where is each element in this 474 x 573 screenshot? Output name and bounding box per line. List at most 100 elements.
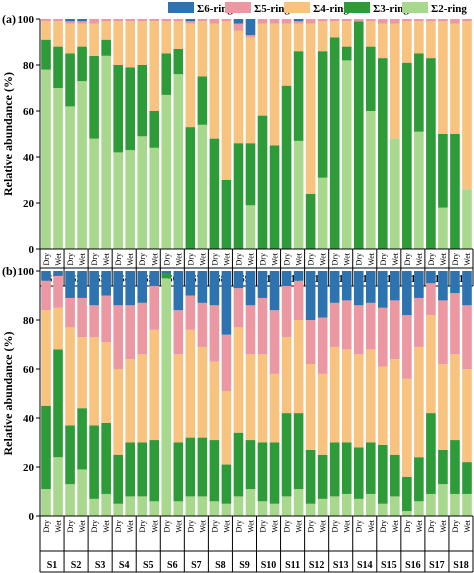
condition-label: Dry — [379, 520, 388, 532]
bar-segment — [462, 21, 472, 190]
site-label: S9 — [239, 274, 250, 285]
bar-segment — [197, 496, 208, 516]
bar-segment — [221, 271, 232, 335]
bar-segment — [414, 19, 424, 22]
bar-segment — [209, 271, 220, 306]
bar-segment — [137, 354, 148, 443]
bar-segment — [269, 23, 280, 146]
condition-label: Wet — [367, 252, 376, 265]
condition-label: Wet — [271, 252, 280, 265]
bar-segment — [329, 19, 340, 22]
y-tick-label: 0 — [29, 244, 35, 256]
condition-label: Dry — [234, 253, 243, 265]
bar-segment — [197, 302, 208, 347]
bar-segment — [209, 19, 220, 24]
site-label: S11 — [285, 560, 300, 571]
site-label: S7 — [191, 274, 202, 285]
condition-label: Wet — [391, 252, 400, 265]
condition-label: Dry — [307, 253, 316, 265]
legend-swatch-r5 — [225, 2, 251, 13]
bar-segment — [426, 413, 436, 494]
bar-segment — [161, 94, 172, 250]
bar-segment — [329, 21, 340, 38]
bar-segment — [293, 280, 304, 320]
y-axis-title: Relative abundance (%) — [1, 72, 15, 196]
condition-label: Dry — [283, 520, 292, 532]
condition-label: Dry — [210, 520, 219, 532]
bar-segment — [281, 271, 292, 286]
bar-segment — [390, 138, 400, 249]
condition-label: Dry — [331, 520, 340, 532]
bar-segment — [317, 373, 328, 455]
bar-segment — [317, 21, 328, 52]
bar-segment — [365, 111, 376, 249]
bar-segment — [185, 295, 196, 330]
bar-segment — [365, 46, 376, 111]
site-label: S11 — [285, 274, 300, 285]
bar-segment — [221, 21, 232, 180]
bar-segment — [450, 23, 460, 135]
y-tick-label: 40 — [23, 413, 35, 425]
legend-swatch-r2 — [402, 2, 428, 13]
bar-segment — [329, 442, 340, 497]
bar-segment — [293, 21, 304, 24]
bar-segment — [329, 302, 340, 347]
bar-segment — [161, 273, 172, 279]
bar-segment — [402, 62, 412, 250]
site-label: S7 — [191, 560, 202, 571]
condition-label: Wet — [319, 252, 328, 265]
bar-segment — [161, 53, 172, 95]
bar-segment — [185, 496, 196, 516]
condition-label: Wet — [415, 252, 424, 265]
bar-segment — [281, 85, 292, 249]
bar-segment — [426, 19, 436, 22]
bar-segment — [197, 437, 208, 497]
bar-segment — [137, 271, 148, 303]
bar-segment — [462, 19, 472, 22]
bar-segment — [113, 454, 123, 504]
bar-segment — [305, 320, 316, 365]
bar-segment — [101, 19, 111, 22]
bar-segment — [414, 501, 424, 516]
bar-segment — [161, 21, 172, 54]
bar-segment — [113, 19, 123, 22]
bar-segment — [341, 46, 352, 61]
bar-segment — [53, 307, 63, 350]
condition-label: Wet — [343, 252, 352, 265]
bar-segment — [293, 271, 304, 281]
site-label: S14 — [357, 274, 373, 285]
bar-segment — [77, 21, 87, 24]
bar-segment — [414, 271, 424, 298]
bar-segment — [450, 293, 460, 355]
bar-segment — [365, 19, 376, 22]
site-label: S3 — [95, 560, 106, 571]
bar-segment — [77, 337, 87, 409]
condition-label: Wet — [78, 519, 87, 532]
condition-label: Dry — [90, 253, 99, 265]
bar-segment — [233, 30, 244, 144]
bar-segment — [89, 498, 99, 516]
bar-segment — [450, 271, 460, 294]
bar-segment — [149, 111, 160, 148]
bar-segment — [173, 310, 184, 355]
bar-segment — [305, 503, 316, 516]
bar-segment — [221, 464, 232, 504]
bar-segment — [89, 425, 99, 499]
bar-segment — [402, 315, 412, 379]
bar-segment — [353, 21, 364, 249]
condition-label: Wet — [295, 252, 304, 265]
bar-segment — [402, 271, 412, 316]
bar-segment — [149, 19, 160, 22]
bar-segment — [281, 19, 292, 24]
bar-segment — [149, 271, 160, 286]
bar-segment — [293, 23, 304, 52]
bar-segment — [414, 53, 424, 132]
legend-label-r3: Σ3-ring — [373, 3, 409, 15]
bar-segment — [450, 134, 460, 249]
bar-segment — [185, 437, 196, 497]
bar-segment — [245, 305, 256, 355]
bar-segment — [125, 21, 136, 68]
bar-segment — [341, 349, 352, 443]
bar-segment — [377, 58, 388, 249]
bar-segment — [365, 271, 376, 303]
